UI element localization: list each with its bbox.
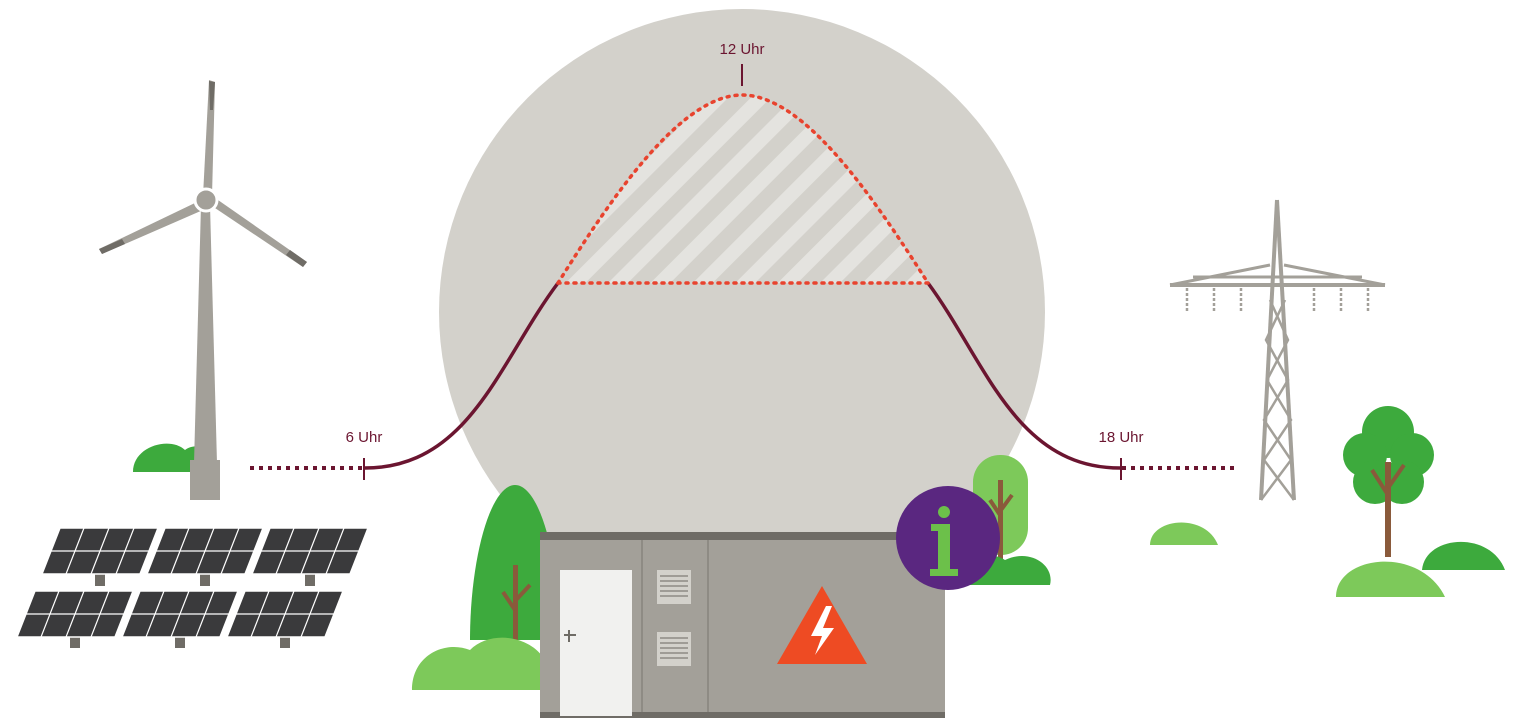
peak-curve <box>556 93 930 285</box>
container-door <box>560 570 632 716</box>
sun-disc <box>439 9 1045 615</box>
vent-grille <box>657 570 691 666</box>
high-voltage-warning-icon <box>777 586 867 664</box>
info-icon[interactable] <box>896 486 1000 590</box>
tree-right-icon <box>1336 406 1505 597</box>
solar-panels-icon <box>15 527 370 648</box>
label-noon: 12 Uhr <box>719 41 764 58</box>
battery-container <box>540 532 945 718</box>
power-pylon-icon <box>1169 199 1386 501</box>
wind-turbine-icon <box>99 80 307 500</box>
load-curve <box>364 281 1121 470</box>
label-evening: 18 Uhr <box>1098 429 1143 446</box>
bush-small-icon <box>1150 522 1218 545</box>
tree-left-icon <box>412 485 560 690</box>
label-morning: 6 Uhr <box>346 429 383 446</box>
